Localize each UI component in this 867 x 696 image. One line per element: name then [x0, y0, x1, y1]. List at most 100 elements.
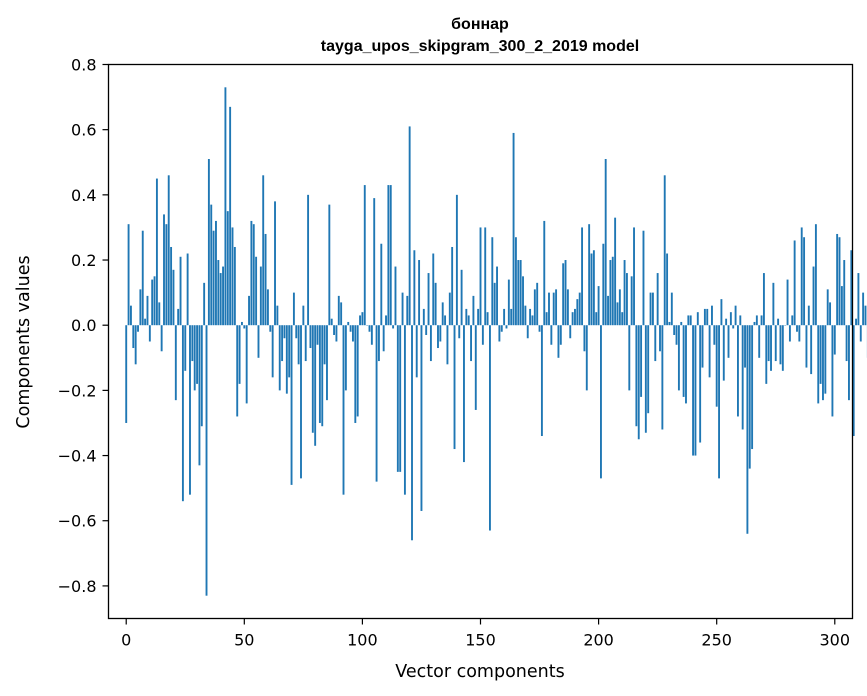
bar-231: [670, 292, 673, 326]
bar-10: [148, 325, 151, 342]
bar-157: [496, 266, 498, 326]
bar-283: [793, 240, 796, 326]
bar-215: [633, 227, 635, 326]
bar-290: [810, 325, 813, 375]
bar-302: [838, 237, 841, 326]
bar-258: [734, 305, 737, 326]
bar-133: [439, 325, 442, 342]
bar-50: [243, 325, 246, 329]
bar-141: [458, 325, 461, 339]
chart-title: боннар: [451, 16, 509, 33]
bar-285: [798, 325, 801, 342]
bar-172: [531, 315, 534, 326]
bar-212: [625, 273, 628, 326]
bar-197: [590, 253, 593, 326]
bar-93: [344, 325, 347, 391]
bar-223: [651, 292, 654, 326]
bar-259: [737, 325, 739, 417]
bar-271: [765, 325, 768, 384]
bar-313: [864, 305, 867, 326]
bar-27: [189, 325, 191, 495]
bar-28: [191, 325, 194, 362]
bar-79: [311, 325, 314, 433]
bar-251: [718, 325, 720, 479]
bar-275: [774, 325, 777, 362]
bar-261: [741, 325, 744, 430]
bar-185: [562, 263, 565, 326]
bar-300: [833, 325, 836, 355]
bar-66: [281, 325, 284, 362]
bar-179: [548, 292, 550, 326]
bar-137: [448, 292, 451, 326]
bar-240: [692, 325, 695, 456]
bar-113: [392, 325, 395, 329]
bar-107: [377, 325, 380, 362]
bar-90: [337, 295, 340, 326]
bar-54: [252, 224, 255, 326]
bar-173: [533, 289, 536, 326]
bar-189: [571, 312, 574, 326]
y-axis-label: Components values: [14, 255, 34, 428]
bar-199: [595, 312, 598, 326]
bar-128: [427, 273, 430, 326]
bar-308: [852, 325, 855, 437]
bar-69: [288, 325, 291, 378]
bar-95: [349, 325, 352, 332]
bar-269: [760, 315, 763, 326]
bar-32: [200, 325, 203, 427]
bar-131: [434, 282, 437, 326]
bar-96: [352, 325, 354, 342]
bar-274: [772, 282, 775, 326]
bar-38: [215, 220, 217, 326]
bar-225: [656, 273, 659, 326]
bar-0: [125, 325, 128, 423]
bar-47: [236, 325, 239, 417]
bar-19: [170, 246, 173, 326]
bar-293: [817, 325, 820, 404]
bar-252: [720, 299, 723, 326]
bar-229: [666, 253, 669, 326]
bar-45: [231, 227, 234, 326]
bar-205: [609, 260, 612, 326]
bar-87: [330, 318, 333, 326]
bar-281: [788, 325, 791, 342]
bar-49: [241, 321, 243, 326]
bar-126: [422, 308, 425, 326]
bar-250: [715, 325, 718, 407]
bar-195: [585, 325, 588, 391]
bar-83: [321, 325, 324, 427]
bar-85: [326, 325, 328, 401]
bar-187: [566, 289, 569, 326]
x-axis: 0 50 100 150 200 250 300: [121, 618, 850, 650]
bar-111: [387, 185, 390, 326]
bar-228: [663, 175, 666, 326]
bar-26: [186, 253, 189, 326]
bar-129: [429, 325, 432, 362]
bar-84: [323, 325, 326, 365]
bar-71: [292, 292, 295, 326]
bar-236: [682, 325, 685, 397]
bar-255: [727, 325, 730, 358]
bar-53: [250, 220, 253, 326]
bar-21: [174, 325, 177, 401]
bar-127: [425, 325, 428, 335]
bar-232: [673, 325, 676, 335]
x-tick-label: 200: [583, 631, 614, 650]
bar-15: [160, 325, 163, 352]
bar-136: [446, 325, 449, 365]
bar-106: [375, 325, 378, 482]
bar-164: [512, 132, 515, 326]
bar-186: [564, 260, 567, 326]
bar-273: [770, 325, 772, 371]
bar-101: [363, 185, 366, 326]
chart-subtitle: tayga_upos_skipgram_300_2_2019 model: [321, 38, 639, 55]
bar-309: [855, 318, 857, 326]
bar-284: [796, 325, 798, 332]
bar-166: [517, 260, 520, 326]
x-tick-label: 0: [121, 631, 131, 650]
bar-24: [181, 325, 184, 502]
bar-63: [274, 201, 276, 326]
bar-33: [203, 282, 206, 326]
bar-154: [489, 325, 491, 531]
bar-16: [163, 214, 165, 326]
